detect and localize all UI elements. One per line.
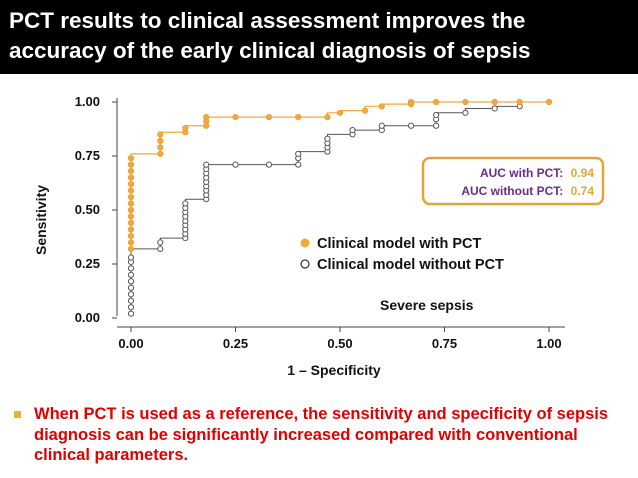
auc-without-pct: AUC without PCT: 0.74 bbox=[461, 184, 594, 198]
data-point-with-pct bbox=[232, 114, 239, 121]
data-point-with-pct bbox=[127, 168, 135, 175]
data-point-with-pct bbox=[491, 98, 498, 106]
data-point-with-pct bbox=[157, 144, 164, 151]
legend: Clinical model with PCT Clinical model w… bbox=[300, 236, 504, 273]
data-point-with-pct bbox=[324, 114, 331, 121]
data-point-with-pct bbox=[433, 98, 440, 106]
data-point-with-pct bbox=[462, 98, 469, 106]
y-tick-label: 0.75 bbox=[75, 148, 100, 163]
x-tick-label: 0.00 bbox=[118, 336, 143, 351]
data-point-with-pct bbox=[127, 226, 135, 233]
slide-title-line-1: PCT results to clinical assessment impro… bbox=[9, 8, 526, 33]
data-point-with-pct bbox=[361, 107, 369, 114]
data-point-with-pct bbox=[127, 245, 135, 252]
data-point-without-pct bbox=[127, 284, 135, 291]
data-point-with-pct bbox=[127, 193, 135, 201]
data-point-with-pct bbox=[516, 98, 523, 106]
data-point-with-pct bbox=[127, 213, 135, 220]
data-point-without-pct bbox=[462, 109, 469, 116]
data-point-without-pct bbox=[127, 254, 135, 261]
x-tick-label: 0.50 bbox=[327, 336, 352, 351]
data-point-without-pct bbox=[127, 297, 135, 304]
data-point-with-pct bbox=[407, 98, 415, 106]
data-point-with-pct bbox=[127, 232, 135, 240]
data-point-without-pct bbox=[157, 245, 164, 252]
data-point-without-pct bbox=[265, 161, 273, 168]
y-tick-label: 0.25 bbox=[75, 256, 100, 271]
data-point-with-pct bbox=[127, 161, 135, 168]
data-point-with-pct bbox=[127, 180, 135, 188]
x-tick-label: 0.75 bbox=[432, 336, 457, 351]
data-point-with-pct bbox=[127, 239, 135, 246]
data-point-without-pct bbox=[127, 265, 135, 272]
data-point-with-pct bbox=[182, 124, 189, 132]
data-point-with-pct bbox=[127, 219, 135, 227]
auc-with-pct-value: 0.94 bbox=[571, 166, 595, 180]
y-tick-label: 0.00 bbox=[75, 310, 100, 325]
data-point-without-pct bbox=[433, 111, 440, 119]
data-point-with-pct bbox=[127, 155, 135, 162]
data-point-without-pct bbox=[407, 122, 415, 129]
bullet-square-icon bbox=[14, 411, 21, 418]
data-point-with-pct bbox=[127, 187, 135, 194]
data-point-with-pct bbox=[127, 206, 135, 214]
data-point-without-pct bbox=[157, 239, 164, 246]
data-point-with-pct bbox=[545, 98, 553, 106]
data-point-with-pct bbox=[127, 174, 135, 181]
data-point-without-pct bbox=[182, 200, 189, 207]
x-tick-label: 0.25 bbox=[223, 336, 248, 351]
data-point-without-pct bbox=[127, 304, 135, 311]
data-point-without-pct bbox=[295, 150, 302, 157]
data-point-without-pct bbox=[349, 126, 356, 134]
data-point-without-pct bbox=[491, 105, 498, 112]
data-point-with-pct bbox=[127, 200, 135, 207]
slide-title-line-2: accuracy of the early clinical diagnosis… bbox=[9, 38, 531, 63]
y-axis-label: Sensitivity bbox=[33, 185, 49, 255]
data-point-without-pct bbox=[378, 122, 385, 129]
legend-marker-with-pct bbox=[300, 238, 310, 248]
y-tick-label: 0.50 bbox=[75, 202, 100, 217]
data-point-without-pct bbox=[127, 291, 135, 298]
title-bar: PCT results to clinical assessment impro… bbox=[0, 0, 638, 74]
data-point-without-pct bbox=[127, 278, 135, 285]
data-point-without-pct bbox=[433, 122, 440, 129]
auc-box: AUC with PCT: 0.94 AUC without PCT: 0.74 bbox=[421, 156, 605, 206]
data-point-without-pct bbox=[203, 161, 210, 168]
y-tick-label: 1.00 bbox=[75, 94, 100, 109]
data-point-without-pct bbox=[127, 271, 135, 278]
legend-label-without-pct: Clinical model without PCT bbox=[317, 257, 504, 273]
roc-chart: 0.00 0.25 0.50 0.75 1.00 0.00 0.25 0.50 0.75 1.0… bbox=[33, 94, 605, 378]
data-point-without-pct bbox=[127, 310, 135, 317]
data-point-with-pct bbox=[378, 103, 385, 110]
data-point-without-pct bbox=[324, 135, 331, 142]
auc-without-pct-value: 0.74 bbox=[571, 184, 595, 198]
data-point-without-pct bbox=[232, 161, 239, 168]
auc-box-border bbox=[421, 156, 605, 206]
chart-annotation: Severe sepsis bbox=[380, 297, 474, 313]
x-axis-label: 1 – Specificity bbox=[287, 362, 381, 378]
data-point-with-pct bbox=[157, 131, 164, 138]
auc-with-pct-label: AUC with PCT: bbox=[480, 166, 563, 180]
legend-marker-without-pct bbox=[300, 259, 310, 269]
bullet-text: When PCT is used as a reference, the sen… bbox=[34, 405, 609, 464]
data-point-with-pct bbox=[265, 114, 273, 121]
data-point-without-pct bbox=[295, 161, 302, 168]
data-point-with-pct bbox=[157, 137, 164, 144]
legend-label-with-pct: Clinical model with PCT bbox=[317, 236, 481, 252]
data-point-with-pct bbox=[157, 150, 164, 157]
auc-with-pct: AUC with PCT: 0.94 bbox=[480, 166, 594, 180]
x-tick-label: 1.00 bbox=[536, 336, 561, 351]
data-point-with-pct bbox=[203, 114, 210, 121]
auc-without-pct-label: AUC without PCT: bbox=[461, 184, 563, 198]
data-point-with-pct bbox=[295, 114, 302, 121]
data-point-with-pct bbox=[336, 109, 344, 116]
